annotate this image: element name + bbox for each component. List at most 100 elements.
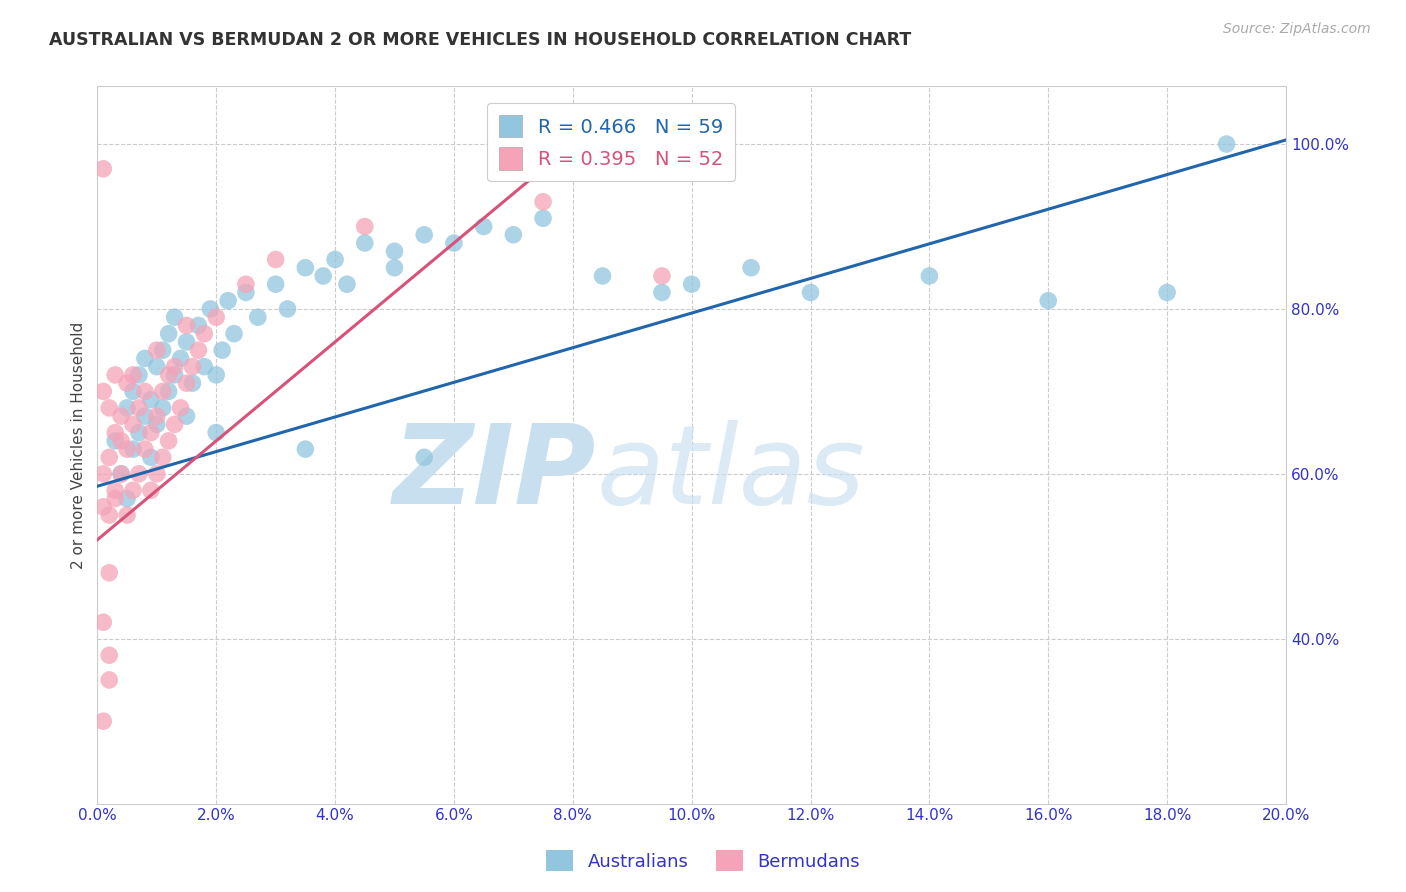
Point bbox=[152, 450, 174, 465]
Point bbox=[115, 401, 138, 415]
Point bbox=[115, 442, 138, 456]
Point bbox=[157, 368, 180, 382]
Point bbox=[651, 285, 673, 300]
Point bbox=[122, 442, 145, 456]
Point bbox=[205, 368, 228, 382]
Point bbox=[531, 194, 554, 209]
Point bbox=[1156, 285, 1178, 300]
Point bbox=[740, 260, 762, 275]
Point bbox=[146, 409, 169, 424]
Point bbox=[277, 301, 299, 316]
Point bbox=[176, 334, 198, 349]
Point bbox=[146, 359, 169, 374]
Point bbox=[336, 277, 359, 292]
Point bbox=[217, 293, 239, 308]
Point bbox=[98, 673, 121, 687]
Point bbox=[122, 417, 145, 432]
Legend: R = 0.466   N = 59, R = 0.395   N = 52: R = 0.466 N = 59, R = 0.395 N = 52 bbox=[488, 103, 735, 181]
Point bbox=[246, 310, 269, 325]
Point bbox=[152, 384, 174, 399]
Point bbox=[443, 235, 465, 250]
Point bbox=[294, 442, 316, 456]
Point bbox=[128, 368, 150, 382]
Point bbox=[181, 359, 204, 374]
Point bbox=[163, 417, 186, 432]
Point bbox=[115, 491, 138, 506]
Point bbox=[163, 310, 186, 325]
Point bbox=[146, 467, 169, 481]
Point bbox=[384, 260, 406, 275]
Point bbox=[176, 318, 198, 333]
Point bbox=[235, 285, 257, 300]
Point bbox=[91, 500, 114, 514]
Point bbox=[98, 401, 121, 415]
Point bbox=[502, 227, 524, 242]
Point bbox=[157, 434, 180, 448]
Point bbox=[651, 268, 673, 283]
Point bbox=[413, 227, 436, 242]
Point bbox=[134, 409, 156, 424]
Point bbox=[169, 401, 191, 415]
Point bbox=[1215, 137, 1237, 152]
Point bbox=[152, 343, 174, 358]
Point bbox=[91, 714, 114, 728]
Point bbox=[592, 268, 614, 283]
Point bbox=[115, 508, 138, 522]
Point bbox=[152, 401, 174, 415]
Point bbox=[176, 409, 198, 424]
Point bbox=[193, 326, 215, 341]
Point bbox=[115, 376, 138, 391]
Point bbox=[110, 409, 132, 424]
Point bbox=[531, 211, 554, 226]
Point bbox=[146, 417, 169, 432]
Point bbox=[91, 615, 114, 630]
Point bbox=[91, 161, 114, 176]
Point bbox=[187, 343, 209, 358]
Point bbox=[681, 277, 703, 292]
Point bbox=[187, 318, 209, 333]
Point bbox=[146, 343, 169, 358]
Point bbox=[353, 219, 375, 234]
Point bbox=[205, 310, 228, 325]
Point bbox=[104, 368, 127, 382]
Point bbox=[134, 442, 156, 456]
Text: Source: ZipAtlas.com: Source: ZipAtlas.com bbox=[1223, 22, 1371, 37]
Point bbox=[312, 268, 335, 283]
Text: AUSTRALIAN VS BERMUDAN 2 OR MORE VEHICLES IN HOUSEHOLD CORRELATION CHART: AUSTRALIAN VS BERMUDAN 2 OR MORE VEHICLE… bbox=[49, 31, 911, 49]
Point bbox=[413, 450, 436, 465]
Point bbox=[110, 467, 132, 481]
Point bbox=[163, 368, 186, 382]
Point bbox=[472, 219, 495, 234]
Point bbox=[264, 252, 287, 267]
Point bbox=[122, 384, 145, 399]
Point bbox=[128, 467, 150, 481]
Point bbox=[157, 384, 180, 399]
Point bbox=[193, 359, 215, 374]
Point bbox=[211, 343, 233, 358]
Point bbox=[104, 425, 127, 440]
Point bbox=[294, 260, 316, 275]
Point bbox=[181, 376, 204, 391]
Point bbox=[104, 483, 127, 498]
Point bbox=[128, 401, 150, 415]
Point bbox=[98, 450, 121, 465]
Point bbox=[222, 326, 245, 341]
Point bbox=[122, 368, 145, 382]
Point bbox=[104, 434, 127, 448]
Point bbox=[139, 450, 162, 465]
Text: atlas: atlas bbox=[596, 420, 865, 527]
Point bbox=[1038, 293, 1060, 308]
Point bbox=[918, 268, 941, 283]
Y-axis label: 2 or more Vehicles in Household: 2 or more Vehicles in Household bbox=[72, 321, 86, 568]
Point bbox=[163, 359, 186, 374]
Point bbox=[104, 491, 127, 506]
Point bbox=[139, 425, 162, 440]
Point bbox=[110, 467, 132, 481]
Point bbox=[235, 277, 257, 292]
Point bbox=[91, 467, 114, 481]
Point bbox=[200, 301, 222, 316]
Point bbox=[323, 252, 346, 267]
Point bbox=[264, 277, 287, 292]
Point bbox=[128, 425, 150, 440]
Point bbox=[799, 285, 821, 300]
